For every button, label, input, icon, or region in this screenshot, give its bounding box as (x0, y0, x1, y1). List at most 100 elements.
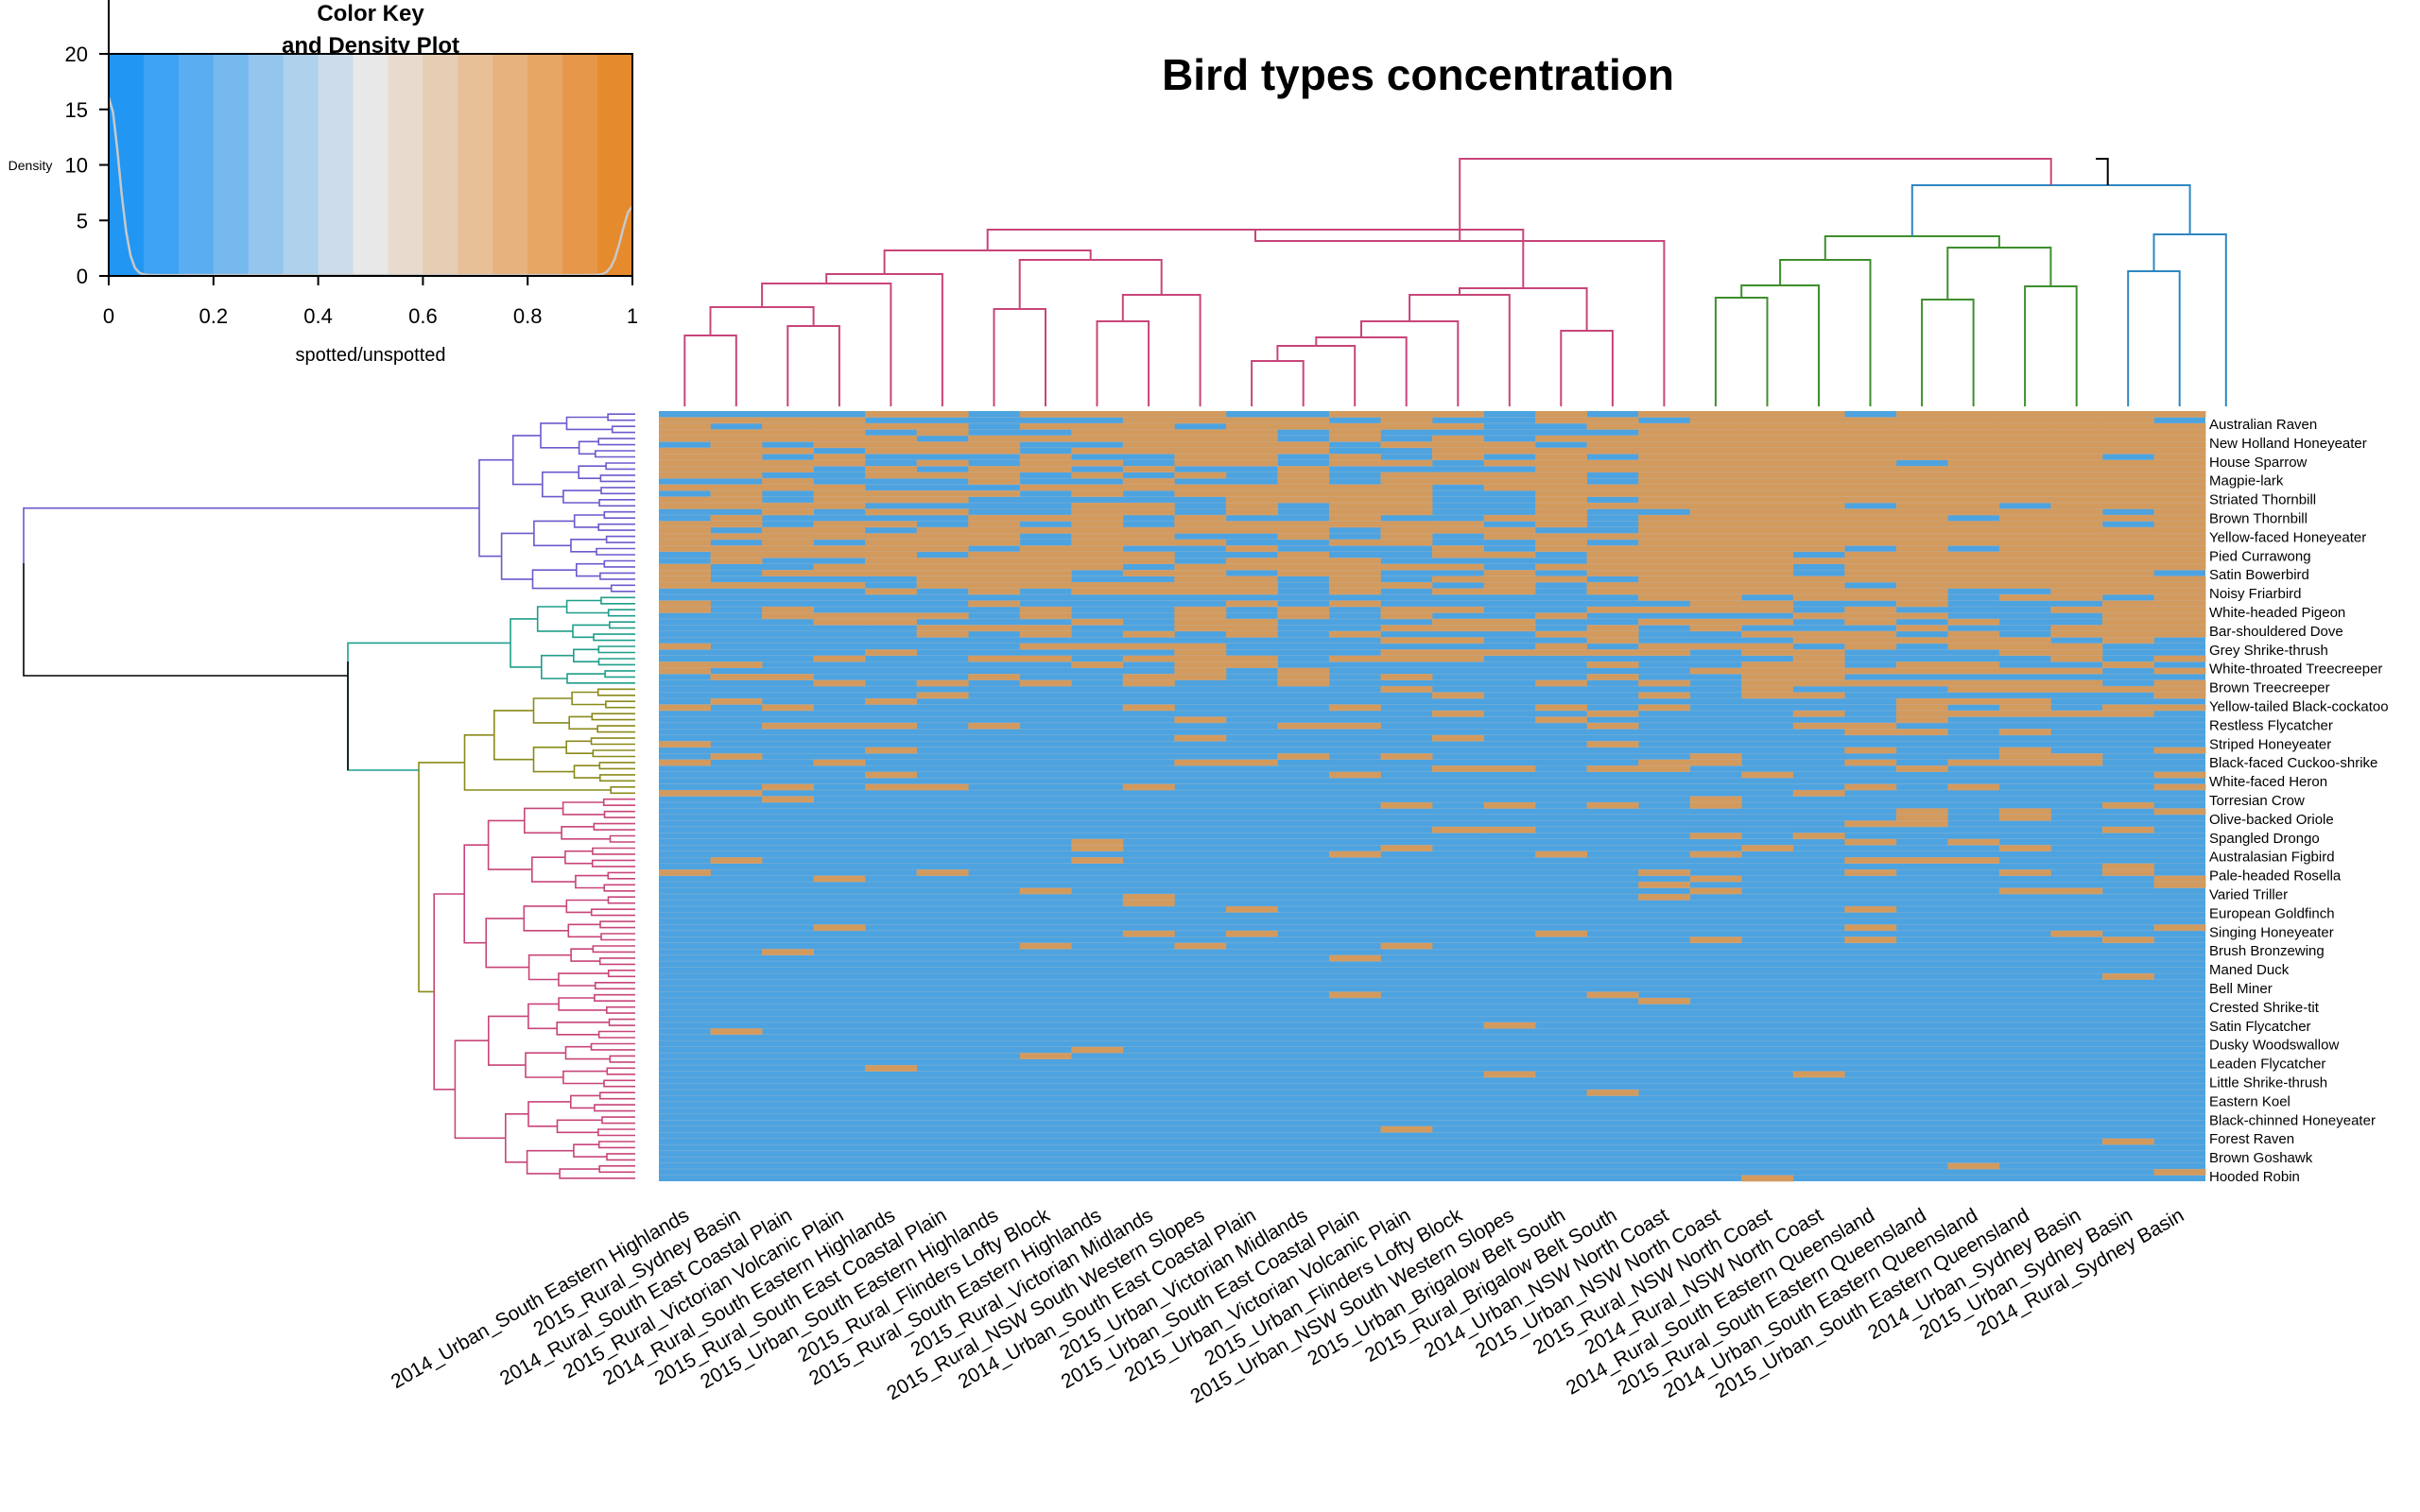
heatmap-cell (1895, 490, 1948, 497)
heatmap-cell (710, 698, 763, 705)
heatmap-cell (1019, 887, 1072, 895)
heatmap-cell (2050, 466, 2103, 472)
heatmap-cell (659, 662, 711, 668)
column-dendrogram-branch (1018, 259, 1163, 309)
heatmap-cell (1380, 472, 1433, 479)
heatmap-cell (865, 508, 918, 516)
heatmap-cell (710, 533, 763, 541)
heatmap-cell (1328, 630, 1381, 638)
heatmap-cell (1741, 551, 1794, 558)
heatmap-cell (1225, 441, 1278, 449)
row-dendrogram-branch (571, 691, 606, 706)
heatmap-cell (2153, 558, 2206, 565)
heatmap-cell (2153, 655, 2206, 662)
heatmap-cell (1741, 521, 1794, 528)
heatmap-cell (1586, 447, 1639, 455)
heatmap-cell (1741, 526, 1794, 534)
heatmap-cell (1225, 630, 1278, 638)
heatmap-cell (1998, 698, 2051, 705)
heatmap-cell (2101, 490, 2154, 497)
heatmap-cell (865, 783, 918, 791)
heatmap-cell (813, 612, 866, 620)
heatmap-cell (2050, 472, 2103, 479)
row-dendrogram-branch (505, 1113, 528, 1163)
heatmap-cell (762, 478, 814, 485)
heatmap-cell (659, 503, 711, 509)
heatmap-cell (710, 558, 763, 565)
heatmap-cell (1689, 459, 1742, 467)
column-dendrogram-root (2096, 158, 2109, 185)
heatmap-cell (1535, 521, 1587, 528)
row-label: Striated Thornbill (2209, 492, 2316, 508)
heatmap-cell (762, 526, 814, 534)
row-dendrogram-branch (610, 584, 635, 593)
heatmap-cell (1844, 435, 1897, 442)
heatmap-cell (1225, 662, 1278, 668)
heatmap-cell (1638, 490, 1691, 497)
heatmap-cell (1844, 441, 1897, 449)
heatmap-cell (2101, 863, 2154, 870)
heatmap-cell (1998, 576, 2051, 583)
heatmap-cell (1277, 753, 1330, 760)
heatmap-cell (1947, 857, 2000, 864)
row-label: White-headed Pigeon (2209, 605, 2345, 621)
heatmap-cell (1122, 630, 1175, 638)
heatmap-cell (1071, 643, 1124, 650)
heatmap-cell (2101, 447, 2154, 455)
heatmap-cell (1328, 454, 1381, 461)
heatmap-cell (1689, 600, 1742, 608)
heatmap-cell (1380, 686, 1433, 693)
heatmap-cell (1328, 435, 1381, 442)
row-label: Brush Bronzewing (2209, 943, 2325, 959)
heatmap-cell (1174, 588, 1227, 595)
heatmap-cell (710, 429, 763, 437)
heatmap-cell (1122, 447, 1175, 455)
color-key-y-axis: 0 5 10 15 20 (65, 0, 110, 288)
heatmap-cell (762, 551, 814, 558)
heatmap-cell (2101, 558, 2154, 565)
heatmap-cell (1792, 411, 1845, 418)
chart-title: Bird types concentration (1162, 50, 1674, 99)
heatmap-cell (1277, 441, 1330, 449)
heatmap-cell (1947, 570, 2000, 576)
heatmap-cell (1071, 618, 1124, 626)
heatmap-cell (2050, 545, 2103, 553)
heatmap-cell (2153, 582, 2206, 589)
heatmap-cell (1380, 441, 1433, 449)
heatmap-cell (1844, 454, 1897, 461)
heatmap-cell (1844, 630, 1897, 638)
heatmap-cell (2153, 924, 2206, 932)
heatmap-cell (1380, 1125, 1433, 1133)
heatmap-cell (2153, 875, 2206, 883)
heatmap-cell (1019, 606, 1072, 613)
heatmap-cell (1689, 422, 1742, 430)
heatmap-cell (1225, 429, 1278, 437)
heatmap-cell (1432, 765, 1484, 772)
heatmap-cell (1019, 422, 1072, 430)
row-dendrogram-branch (488, 1015, 528, 1066)
heatmap-cell (2050, 441, 2103, 449)
heatmap-cell (1947, 521, 2000, 528)
heatmap-cell (1277, 478, 1330, 485)
heatmap-cell (1328, 558, 1381, 565)
heatmap-cell (2050, 521, 2103, 528)
column-dendrogram-branch (709, 306, 815, 335)
heatmap-cell (1586, 503, 1639, 509)
row-dendrogram-branch (607, 896, 635, 904)
heatmap-cell (1019, 466, 1072, 472)
heatmap-cell (1225, 503, 1278, 509)
heatmap-cell (762, 435, 814, 442)
heatmap-cell (2101, 869, 2154, 876)
row-dendrogram-branch (485, 918, 529, 969)
heatmap-cell (2050, 533, 2103, 541)
heatmap-cell (865, 558, 918, 565)
row-dendrogram-branch (526, 1149, 574, 1175)
heatmap-cell (2101, 526, 2154, 534)
row-dendrogram-branch (418, 762, 465, 993)
heatmap-cell (813, 422, 866, 430)
row-dendrogram-branch (570, 539, 607, 553)
heatmap-cell (1122, 429, 1175, 437)
row-label: Brown Treecreeper (2209, 680, 2330, 696)
row-dendrogram-branch (556, 1119, 602, 1134)
heatmap-cell (1792, 459, 1845, 467)
